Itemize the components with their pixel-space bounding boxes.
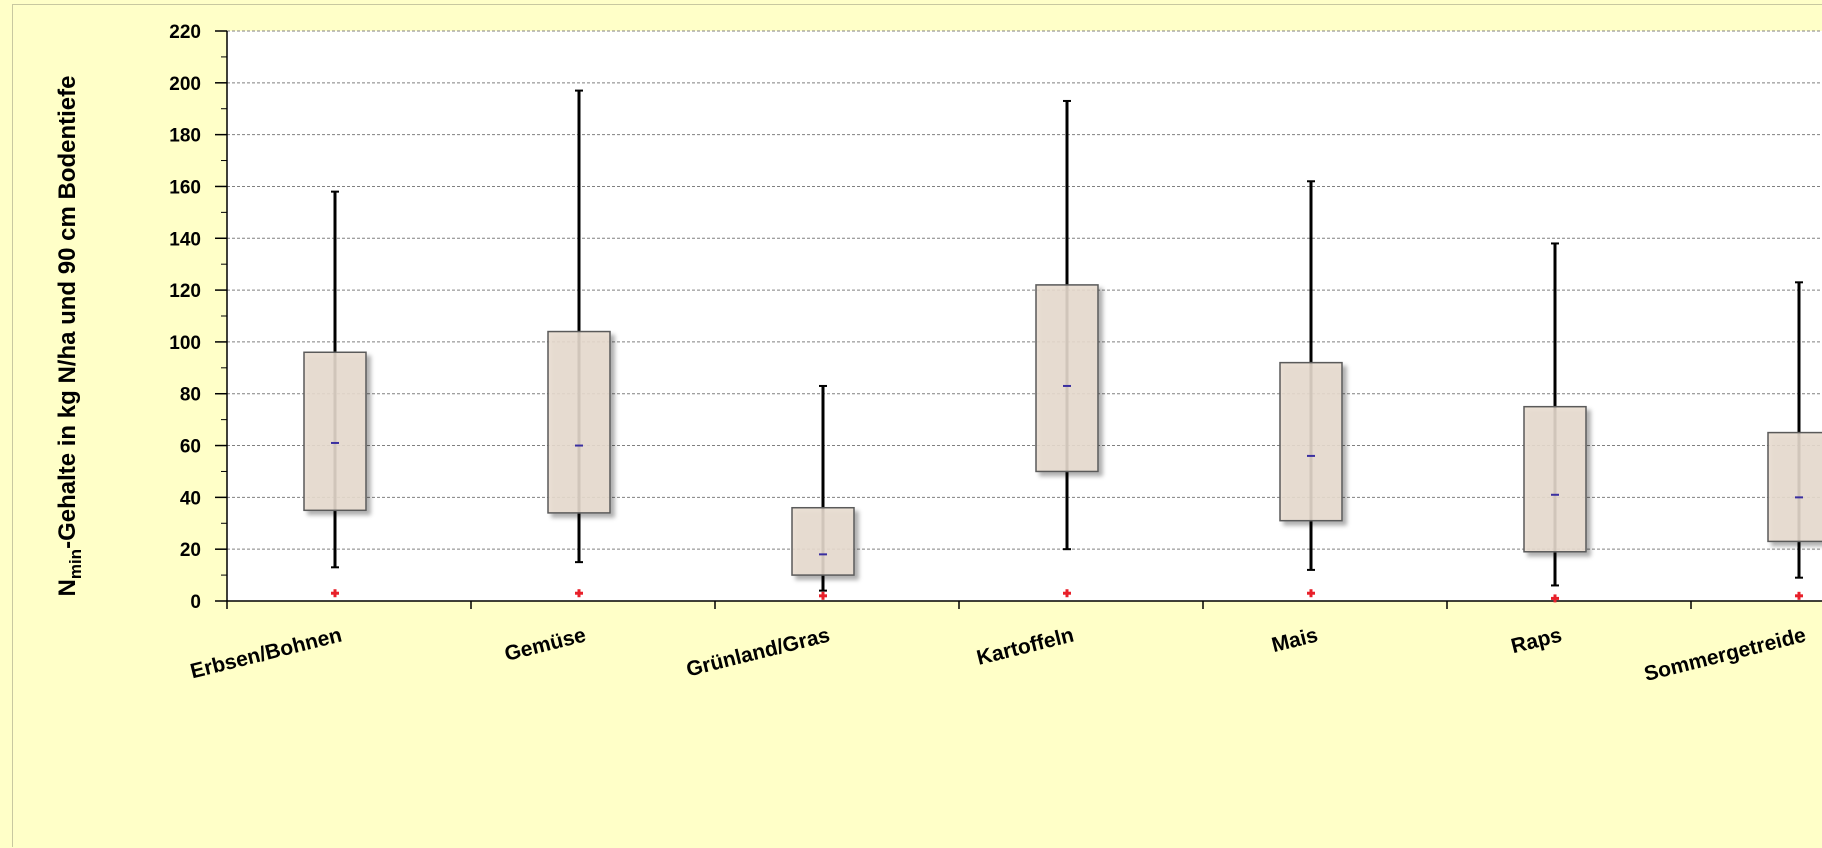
- box-plot-2: [547, 89, 611, 598]
- y-tick-label: 200: [169, 74, 201, 95]
- y-axis-title: Nmin-Gehalte in kg N/ha und 90 cm Bodent…: [54, 76, 85, 597]
- axes: [215, 30, 1822, 609]
- x-category-label: Raps: [1509, 624, 1564, 659]
- x-category-label: Gemüse: [502, 624, 588, 666]
- box-plot-4: [1035, 99, 1099, 598]
- iqr-box: [1523, 405, 1587, 553]
- y-tick-label: 160: [169, 177, 201, 198]
- grid-lines: [227, 30, 1822, 550]
- iqr-box: [791, 506, 855, 576]
- iqr-box: [1035, 284, 1099, 473]
- box-plot-7: [1767, 281, 1822, 600]
- x-category-label: Erbsen/Bohnen: [188, 624, 344, 684]
- y-tick-label: 40: [180, 488, 201, 509]
- y-tick-label: 180: [169, 126, 201, 147]
- y-tick-label: 60: [180, 437, 201, 458]
- iqr-box: [547, 330, 611, 514]
- box-plot-5: [1279, 180, 1343, 598]
- box-plot-3: [791, 384, 855, 600]
- y-tick-label: 120: [169, 281, 201, 302]
- y-axis-title-subscript: min: [66, 549, 85, 579]
- x-category-label: Kartoffeln: [974, 624, 1076, 670]
- iqr-box: [1767, 431, 1822, 543]
- y-tick-label: 20: [180, 540, 201, 561]
- y-tick-label: 100: [169, 333, 201, 354]
- x-category-label: Mais: [1269, 624, 1320, 658]
- iqr-box: [1279, 361, 1343, 522]
- x-category-label: Sommergetreide: [1642, 624, 1808, 686]
- y-tick-label: 0: [190, 592, 201, 613]
- box-plot-1: [303, 190, 367, 598]
- y-tick-label: 80: [180, 385, 201, 406]
- chart-svg: 0 20 40 60 80 100 120 140 160 180 200 220 Erbsen/Boh…: [54, 22, 1822, 686]
- box-plots: [303, 89, 1822, 603]
- iqr-box: [303, 351, 367, 512]
- y-tick-label: 140: [169, 229, 201, 250]
- box-plot-6: [1523, 242, 1587, 603]
- y-axis-title-prefix: N: [54, 579, 81, 596]
- chart-frame: 0 20 40 60 80 100 120 140 160 180 200 220 Erbsen/Boh…: [12, 4, 1822, 847]
- x-category-label: Grünland/Gras: [684, 624, 832, 682]
- y-axis-title-suffix: -Gehalte in kg N/ha und 90 cm Bodentiefe: [54, 76, 81, 549]
- y-tick-label: 220: [169, 22, 201, 43]
